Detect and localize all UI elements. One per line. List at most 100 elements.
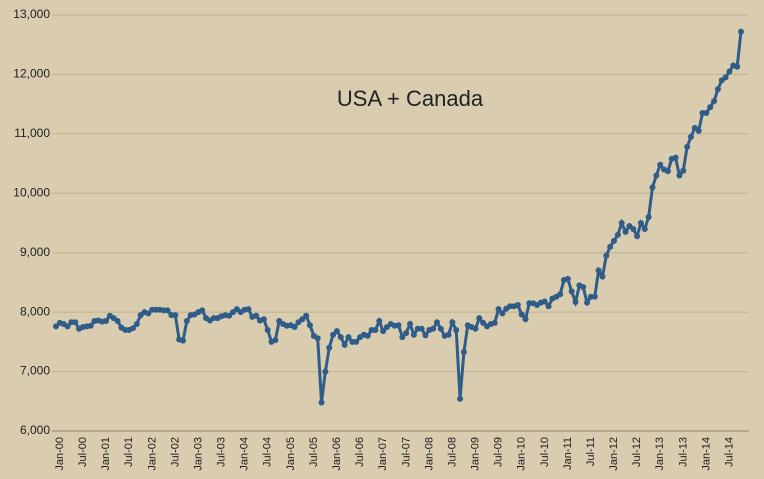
data-point — [734, 63, 741, 70]
data-point — [457, 395, 464, 402]
chart-title: USA + Canada — [337, 86, 484, 111]
data-point — [491, 319, 498, 326]
data-point — [695, 127, 702, 134]
data-point — [738, 28, 744, 35]
x-tick-label: Jan-11 — [562, 437, 574, 470]
data-point — [199, 307, 206, 314]
data-point — [649, 184, 656, 191]
x-tick-label: Jan-12 — [608, 437, 620, 471]
data-point — [364, 332, 371, 339]
data-point — [372, 326, 379, 333]
data-point — [133, 321, 140, 328]
x-tick-label: Jul-00 — [77, 437, 89, 467]
data-point — [634, 233, 641, 240]
data-point — [306, 322, 313, 329]
x-tick-label: Jul-08 — [446, 437, 458, 467]
data-point — [630, 225, 637, 232]
data-point — [322, 368, 329, 375]
data-point — [53, 323, 59, 330]
x-tick-label: Jul-12 — [631, 437, 643, 467]
data-point — [72, 319, 79, 326]
x-tick-label: Jul-04 — [262, 437, 274, 467]
y-tick-label: 11,000 — [14, 126, 50, 140]
data-point — [318, 399, 325, 406]
x-tick-label: Jul-01 — [123, 437, 135, 467]
data-point — [445, 331, 452, 338]
data-point — [179, 337, 186, 344]
x-tick-label: Jan-07 — [377, 437, 389, 471]
data-point — [353, 338, 360, 345]
x-tick-label: Jan-06 — [331, 437, 343, 471]
data-point — [437, 325, 444, 332]
y-tick-label: 7,000 — [20, 364, 50, 378]
data-point — [518, 311, 525, 318]
data-point — [657, 161, 664, 168]
data-point — [433, 319, 440, 326]
data-point — [580, 284, 587, 291]
data-point — [707, 104, 714, 111]
x-tick-label: Jul-13 — [677, 437, 689, 467]
y-tick-label: 12,000 — [13, 67, 50, 81]
data-point — [472, 325, 479, 332]
x-tick-label: Jan-13 — [654, 437, 666, 471]
data-point — [687, 133, 694, 140]
data-point — [641, 225, 648, 232]
x-tick-label: Jan-01 — [100, 437, 112, 471]
data-point — [87, 322, 94, 329]
data-point — [380, 328, 387, 335]
data-point — [145, 310, 152, 317]
data-point — [568, 288, 575, 295]
data-point — [722, 74, 729, 81]
y-tick-label: 13,000 — [13, 7, 50, 21]
data-point — [164, 307, 171, 314]
data-point — [453, 326, 460, 333]
data-point — [637, 220, 644, 226]
x-tick-label: Jan-08 — [423, 437, 435, 471]
x-tick-label: Jul-06 — [354, 437, 366, 467]
data-point — [460, 348, 467, 355]
data-point — [172, 312, 179, 319]
data-point — [303, 312, 310, 319]
data-point — [653, 172, 660, 179]
x-tick-label: Jul-02 — [169, 437, 181, 467]
x-tick-label: Jul-07 — [400, 437, 412, 467]
data-point — [591, 293, 598, 300]
data-point — [495, 306, 502, 313]
data-point — [611, 237, 618, 244]
data-point — [618, 220, 625, 226]
y-tick-label: 10,000 — [13, 185, 50, 199]
data-point — [253, 312, 260, 319]
data-point — [333, 328, 340, 335]
x-tick-label: Jul-11 — [585, 437, 597, 466]
data-point — [680, 167, 687, 174]
x-tick-label: Jan-09 — [470, 437, 482, 471]
data-point — [476, 315, 483, 322]
data-point — [376, 318, 383, 325]
data-point — [226, 312, 233, 319]
y-tick-label: 9,000 — [20, 245, 50, 259]
y-tick-label: 8,000 — [20, 304, 50, 318]
data-point — [326, 344, 333, 351]
data-point — [664, 168, 671, 175]
data-point — [395, 322, 402, 329]
x-tick-label: Jul-10 — [539, 437, 551, 467]
data-point — [672, 154, 679, 161]
data-point — [684, 143, 691, 150]
data-point — [599, 273, 606, 280]
data-point — [449, 319, 456, 326]
data-point — [522, 316, 529, 323]
data-point — [314, 335, 321, 342]
data-point — [103, 318, 110, 325]
data-point — [291, 324, 298, 330]
data-point — [272, 337, 279, 344]
x-tick-label: Jul-03 — [216, 437, 228, 467]
data-point — [418, 325, 425, 332]
data-point — [584, 299, 591, 306]
data-point — [410, 331, 417, 338]
data-point — [676, 172, 683, 179]
data-point — [557, 291, 564, 298]
data-point — [264, 326, 271, 333]
data-point — [564, 275, 571, 282]
